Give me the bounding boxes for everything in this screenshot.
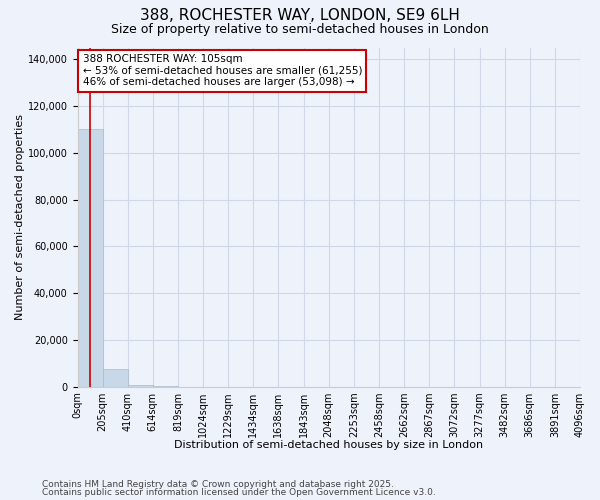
Text: Size of property relative to semi-detached houses in London: Size of property relative to semi-detach… <box>111 22 489 36</box>
Text: 388, ROCHESTER WAY, LONDON, SE9 6LH: 388, ROCHESTER WAY, LONDON, SE9 6LH <box>140 8 460 22</box>
X-axis label: Distribution of semi-detached houses by size in London: Distribution of semi-detached houses by … <box>174 440 484 450</box>
Text: 388 ROCHESTER WAY: 105sqm
← 53% of semi-detached houses are smaller (61,255)
46%: 388 ROCHESTER WAY: 105sqm ← 53% of semi-… <box>83 54 362 88</box>
Bar <box>77 130 103 386</box>
Y-axis label: Number of semi-detached properties: Number of semi-detached properties <box>15 114 25 320</box>
Bar <box>103 369 128 386</box>
Bar <box>128 385 153 386</box>
Text: Contains HM Land Registry data © Crown copyright and database right 2025.: Contains HM Land Registry data © Crown c… <box>42 480 394 489</box>
Text: Contains public sector information licensed under the Open Government Licence v3: Contains public sector information licen… <box>42 488 436 497</box>
